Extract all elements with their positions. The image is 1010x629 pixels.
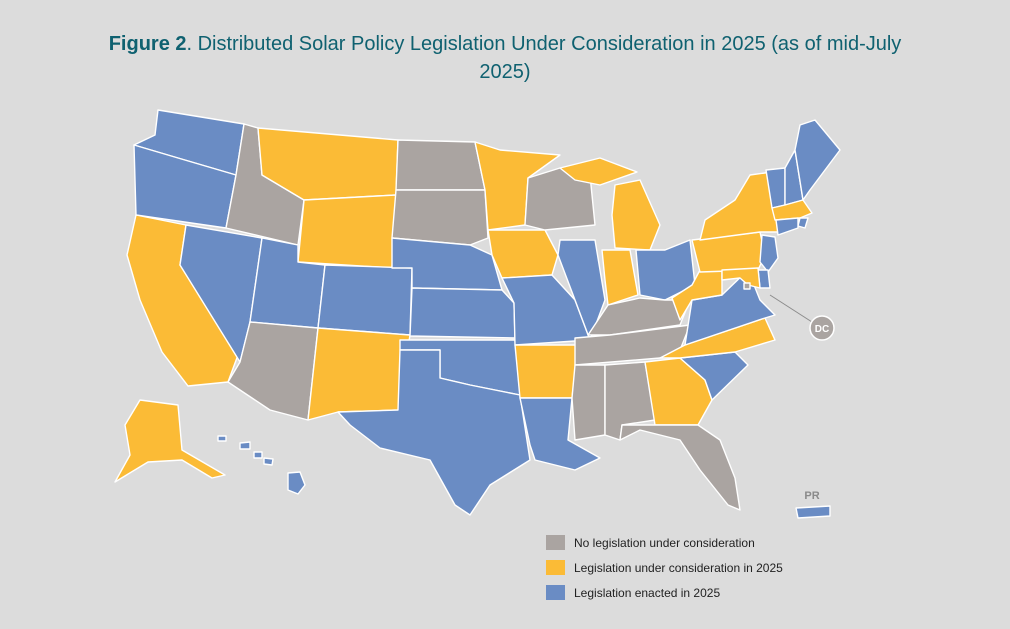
state-me bbox=[794, 119, 841, 201]
state-ar bbox=[514, 344, 579, 399]
legend-item-enacted: Legislation enacted in 2025 bbox=[546, 580, 783, 605]
dc-leader-line bbox=[769, 294, 813, 323]
state-co bbox=[317, 264, 413, 336]
legend-swatch-consideration bbox=[546, 560, 565, 575]
legend-label-consideration: Legislation under consideration in 2025 bbox=[574, 560, 783, 575]
state-ma bbox=[771, 199, 813, 221]
legend-swatch-none bbox=[546, 535, 565, 550]
state-ia bbox=[487, 229, 559, 279]
state-tx bbox=[337, 349, 531, 516]
state-ks bbox=[409, 287, 516, 339]
figure-title-text: . Distributed Solar Policy Legislation U… bbox=[186, 33, 902, 83]
legend: No legislation under consideration Legis… bbox=[546, 530, 783, 605]
state-nj bbox=[759, 234, 779, 273]
legend-label-none: No legislation under consideration bbox=[574, 535, 755, 550]
state-sd bbox=[391, 189, 489, 246]
state-ak bbox=[114, 399, 226, 483]
legend-swatch-enacted bbox=[546, 585, 565, 600]
dc-label: DC bbox=[815, 324, 829, 335]
legend-label-enacted: Legislation enacted in 2025 bbox=[574, 585, 721, 600]
state-wy bbox=[297, 194, 397, 269]
state-nm bbox=[307, 327, 411, 421]
legend-item-consideration: Legislation under consideration in 2025 bbox=[546, 555, 783, 580]
state-la bbox=[519, 397, 601, 471]
state-ct bbox=[775, 217, 799, 236]
state-ms bbox=[571, 364, 606, 441]
state-hi bbox=[217, 435, 306, 495]
state-fl bbox=[619, 424, 741, 511]
legend-item-none: No legislation under consideration bbox=[546, 530, 783, 555]
state-nd bbox=[395, 139, 486, 191]
state-wv bbox=[671, 269, 723, 321]
state-ri bbox=[797, 217, 809, 229]
figure-label: Figure 2 bbox=[108, 33, 187, 55]
dc-badge bbox=[809, 315, 835, 341]
state-in bbox=[601, 249, 639, 306]
pr-label: PR bbox=[804, 490, 819, 502]
state-pr bbox=[795, 505, 831, 519]
figure-title: Figure 2. Distributed Solar Policy Legis… bbox=[100, 30, 910, 86]
state-dc bbox=[743, 282, 751, 290]
